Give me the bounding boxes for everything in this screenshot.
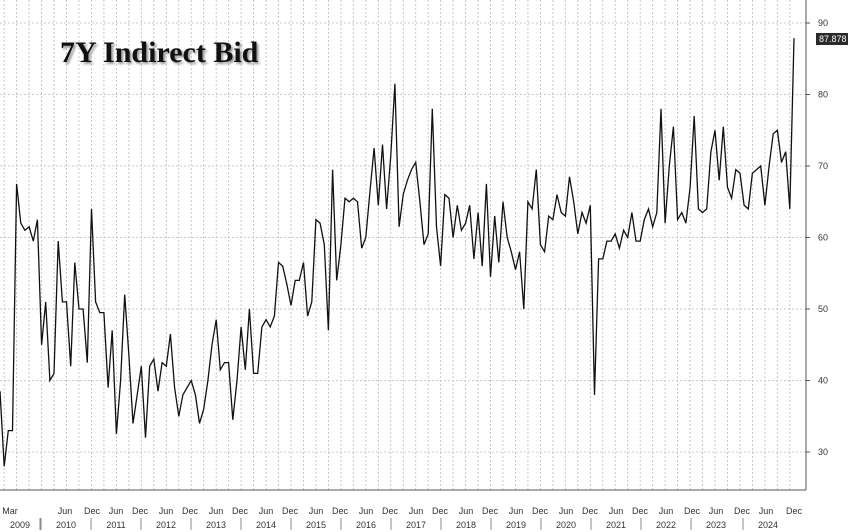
x-month-tick-label: Mar: [2, 506, 18, 516]
x-year-tick-label: 2011: [106, 520, 125, 530]
x-month-tick-label: Dec: [632, 506, 649, 516]
y-tick-label: 40: [818, 376, 828, 386]
x-month-tick-label: Dec: [382, 506, 399, 516]
x-month-tick-label: Jun: [109, 506, 124, 516]
x-month-tick-label: Dec: [684, 506, 701, 516]
x-year-tick-label: 2017: [406, 520, 426, 530]
x-month-tick-label: Jun: [359, 506, 374, 516]
x-year-tick-label: 2012: [156, 520, 176, 530]
y-tick-label: 30: [818, 447, 828, 457]
x-month-tick-label: Dec: [432, 506, 449, 516]
x-month-tick-label: Dec: [332, 506, 349, 516]
x-month-tick-label: Dec: [132, 506, 149, 516]
x-year-tick-label: 2018: [456, 520, 476, 530]
x-year-tick-label: 2013: [206, 520, 226, 530]
x-month-tick-label: Jun: [259, 506, 274, 516]
x-year-tick-label: 2022: [656, 520, 676, 530]
x-month-tick-label: Jun: [309, 506, 324, 516]
y-tick-label: 70: [818, 161, 828, 171]
y-axis: 30 40 50 60 70 80 90: [805, 0, 828, 490]
x-month-tick-label: Dec: [232, 506, 249, 516]
x-month-tick-label: Jun: [159, 506, 174, 516]
x-year-tick-label: 2015: [306, 520, 326, 530]
y-tick-label: 90: [818, 18, 828, 28]
x-month-tick-label: Jun: [409, 506, 424, 516]
gridlines: [0, 0, 806, 490]
x-month-tick-label: Jun: [509, 506, 524, 516]
x-month-tick-label: Jun: [609, 506, 624, 516]
x-year-tick-label: 2009: [10, 520, 30, 530]
series-line: [0, 38, 795, 467]
x-year-tick-label: 2024: [758, 520, 778, 530]
x-year-tick-label: 2020: [556, 520, 576, 530]
chart-title: 7Y Indirect Bid: [60, 36, 259, 69]
x-month-tick-label: Dec: [532, 506, 549, 516]
x-month-tick-label: Dec: [182, 506, 199, 516]
x-month-tick-label: Dec: [582, 506, 599, 516]
x-year-tick-label: 2014: [256, 520, 276, 530]
x-month-tick-label: Dec: [282, 506, 299, 516]
x-month-tick-label: Dec: [84, 506, 101, 516]
x-month-tick-label: Jun: [659, 506, 674, 516]
x-year-tick-label: 2023: [706, 520, 726, 530]
x-month-tick-label: Jun: [459, 506, 474, 516]
x-year-tick-label: 2021: [606, 520, 626, 530]
last-value-badge: 87.878: [816, 33, 848, 45]
x-month-tick-label: Dec: [482, 506, 499, 516]
x-month-tick-label: Jun: [559, 506, 574, 516]
x-month-tick-label: Jun: [58, 506, 73, 516]
x-month-tick-label: Jun: [709, 506, 724, 516]
y-tick-label: 60: [818, 233, 828, 243]
x-month-tick-label: Jun: [209, 506, 224, 516]
x-year-tick-label: 2019: [506, 520, 526, 530]
x-month-tick-label: Jun: [759, 506, 774, 516]
x-year-tick-label: 2010: [56, 520, 76, 530]
y-tick-label: 80: [818, 90, 828, 100]
y-tick-label: 50: [818, 304, 828, 314]
x-year-tick-label: 2016: [356, 520, 376, 530]
x-axis: Mar Jun Dec Jun Dec Jun Dec Jun Dec Jun Dec Jun Dec J…: [0, 489, 806, 530]
x-month-tick-label: Dec: [734, 506, 751, 516]
x-month-tick-label: Dec: [786, 506, 803, 516]
